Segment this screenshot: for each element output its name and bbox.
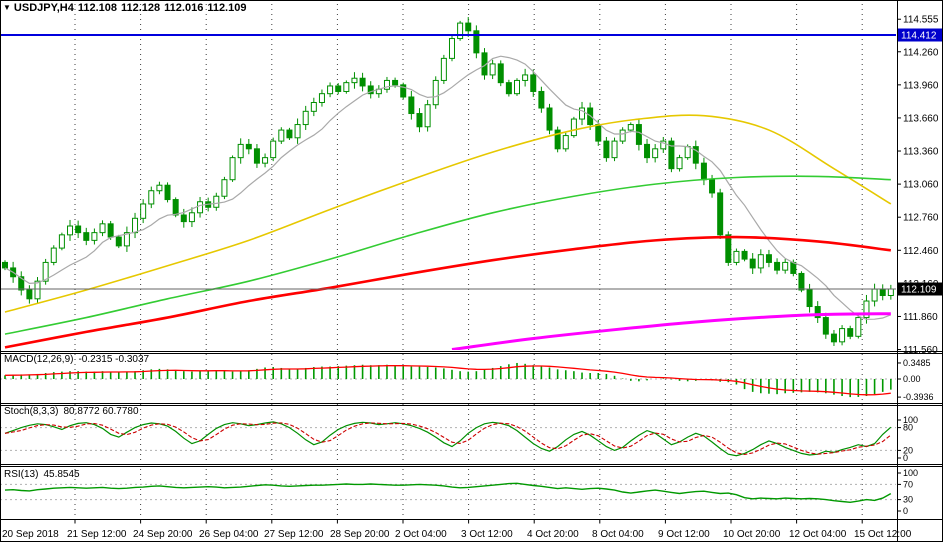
red-moving-average [4, 235, 891, 349]
indicator-scale-label: 80 [903, 423, 913, 433]
indicator-scale-label: 100 [903, 415, 918, 425]
time-axis-label: 21 Sep 12:00 [67, 529, 127, 540]
macd-panel [1, 362, 896, 398]
badge_black-text: 112.109 [901, 284, 937, 295]
price-axis-labels [897, 18, 942, 351]
price-axis-label: 114.555 [903, 15, 939, 26]
price-axis-label: 113.360 [903, 147, 939, 158]
price-axis-label: 113.060 [903, 180, 939, 191]
yellow-moving-average [4, 114, 892, 313]
price-axis-label: 111.860 [903, 312, 938, 323]
time-axis[interactable] [0, 520, 897, 542]
indicator-scale-label: 70 [903, 479, 913, 489]
price-axis-label: 112.760 [903, 213, 939, 224]
stochastic-panel [1, 421, 896, 457]
panel-separator[interactable] [0, 463, 943, 466]
stochastic-label: Stoch(8,3,3) 80.8772 60.7780 [4, 406, 139, 417]
chart-title: ▼ USDJPY,H4 112.108 112.128 112.016 112.109 [3, 2, 250, 14]
price-panel [1, 17, 896, 350]
indicator-scale-label: 0 [903, 506, 908, 516]
time-axis-label: 10 Oct 20:00 [723, 529, 781, 540]
panel-separator[interactable] [0, 350, 943, 353]
ohlc-close: 112.109 [207, 2, 247, 14]
magenta-moving-average [451, 312, 891, 350]
indicator-scale-label: 0.00 [903, 374, 921, 384]
grid-lines [74, 4, 863, 519]
time-axis-label: 8 Oct 04:00 [592, 529, 644, 540]
time-axis-labels [74, 519, 863, 524]
ohlc-low: 112.016 [164, 2, 204, 14]
indicator-scale-label: 0 [903, 453, 908, 463]
indicator-scale-label: 20 [903, 445, 913, 455]
price-axis-label: 111.560 [903, 345, 938, 356]
panel-separator[interactable] [0, 402, 943, 405]
time-axis-label: 28 Sep 20:00 [330, 529, 390, 540]
ohlc-open: 112.108 [77, 2, 117, 14]
time-axis-label: 27 Sep 12:00 [264, 529, 324, 540]
price-axis-label: 112.160 [903, 279, 939, 290]
candlesticks [2, 17, 894, 346]
rsi-panel [1, 482, 896, 504]
time-axis-label: 15 Oct 12:00 [854, 529, 912, 540]
ohlc-high: 112.128 [121, 2, 161, 14]
time-axis-label: 3 Oct 12:00 [461, 529, 513, 540]
symbol-timeframe: USDJPY,H4 [13, 2, 74, 14]
indicator-scale-label: -0.3936 [903, 392, 934, 402]
time-axis-label: 9 Oct 12:00 [658, 529, 710, 540]
badge-blue [898, 28, 942, 42]
indicator-scale-label: 100 [903, 468, 918, 478]
chevron-down-icon[interactable]: ▼ [3, 3, 11, 12]
price-axis-label: 114.260 [903, 47, 939, 58]
time-axis-label: 12 Oct 04:00 [789, 529, 847, 540]
time-axis-label: 24 Sep 20:00 [133, 529, 193, 540]
indicator-scale-label: 30 [903, 495, 913, 505]
price-axis[interactable] [897, 0, 943, 520]
time-axis-label: 20 Sep 2018 [2, 529, 59, 540]
price-axis-label: 113.660 [903, 113, 939, 124]
time-axis-label: 2 Oct 04:00 [395, 529, 447, 540]
indicator-scale-label: 0.3485 [903, 358, 931, 368]
badge_blue-text: 114.412 [901, 31, 937, 42]
macd-label: MACD(12,26,9) -0.2315 -0.3037 [4, 354, 150, 365]
price-axis-label: 113.960 [903, 80, 939, 91]
price-axis-label: 112.460 [903, 246, 939, 257]
time-axis-label: 4 Oct 20:00 [527, 529, 579, 540]
rsi-label: RSI(13) 45.8545 [4, 469, 80, 480]
green-moving-average [4, 175, 891, 335]
badge-black [898, 282, 942, 296]
time-axis-label: 26 Sep 04:00 [199, 529, 259, 540]
